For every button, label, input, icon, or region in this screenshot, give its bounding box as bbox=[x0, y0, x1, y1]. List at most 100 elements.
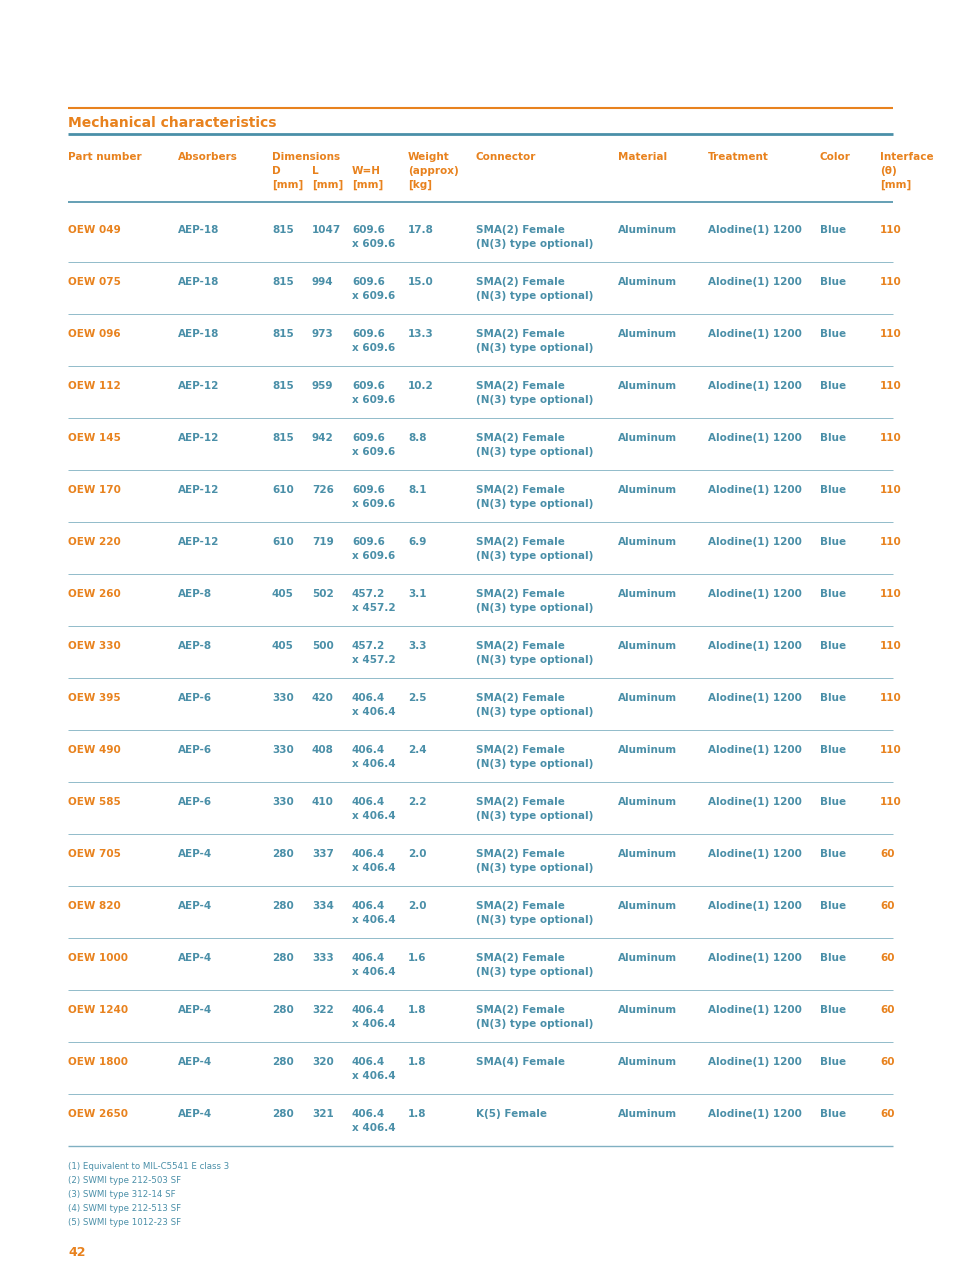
Text: 280: 280 bbox=[272, 952, 294, 962]
Text: SMA(2) Female: SMA(2) Female bbox=[476, 276, 564, 287]
Text: (2) SWMI type 212-503 SF: (2) SWMI type 212-503 SF bbox=[68, 1175, 181, 1186]
Text: 973: 973 bbox=[312, 328, 334, 339]
Text: Aluminum: Aluminum bbox=[618, 484, 677, 495]
Text: 2.2: 2.2 bbox=[408, 796, 426, 806]
Text: x 406.4: x 406.4 bbox=[352, 1123, 395, 1134]
Text: Blue: Blue bbox=[820, 640, 845, 650]
Text: OEW 260: OEW 260 bbox=[68, 588, 121, 598]
Text: 609.6: 609.6 bbox=[352, 432, 384, 443]
Text: Aluminum: Aluminum bbox=[618, 692, 677, 702]
Text: 110: 110 bbox=[879, 796, 901, 806]
Text: AEP-6: AEP-6 bbox=[178, 692, 212, 702]
Text: OEW 049: OEW 049 bbox=[68, 224, 121, 235]
Text: (N(3) type optional): (N(3) type optional) bbox=[476, 967, 593, 978]
Text: 610: 610 bbox=[272, 536, 294, 547]
Text: W=H: W=H bbox=[352, 166, 380, 176]
Text: 1.8: 1.8 bbox=[408, 1108, 426, 1118]
Text: 110: 110 bbox=[879, 380, 901, 391]
Text: SMA(4) Female: SMA(4) Female bbox=[476, 1056, 564, 1066]
Text: 280: 280 bbox=[272, 1056, 294, 1066]
Text: Alodine(1) 1200: Alodine(1) 1200 bbox=[707, 1056, 801, 1066]
Text: SMA(2) Female: SMA(2) Female bbox=[476, 380, 564, 391]
Text: Alodine(1) 1200: Alodine(1) 1200 bbox=[707, 1004, 801, 1014]
Text: 337: 337 bbox=[312, 848, 334, 858]
Text: 42: 42 bbox=[68, 1246, 86, 1259]
Text: 406.4: 406.4 bbox=[352, 900, 385, 910]
Text: AEP-12: AEP-12 bbox=[178, 536, 219, 547]
Text: Blue: Blue bbox=[820, 848, 845, 858]
Text: Alodine(1) 1200: Alodine(1) 1200 bbox=[707, 900, 801, 910]
Text: AEP-8: AEP-8 bbox=[178, 588, 212, 598]
Text: Color: Color bbox=[820, 152, 850, 162]
Text: Blue: Blue bbox=[820, 692, 845, 702]
Text: Alodine(1) 1200: Alodine(1) 1200 bbox=[707, 796, 801, 806]
Text: 10.2: 10.2 bbox=[408, 380, 434, 391]
Text: 6.9: 6.9 bbox=[408, 536, 426, 547]
Text: Connector: Connector bbox=[476, 152, 536, 162]
Text: SMA(2) Female: SMA(2) Female bbox=[476, 328, 564, 339]
Text: Alodine(1) 1200: Alodine(1) 1200 bbox=[707, 380, 801, 391]
Text: (N(3) type optional): (N(3) type optional) bbox=[476, 344, 593, 353]
Text: Blue: Blue bbox=[820, 276, 845, 287]
Text: 406.4: 406.4 bbox=[352, 952, 385, 962]
Text: 330: 330 bbox=[272, 744, 294, 754]
Text: SMA(2) Female: SMA(2) Female bbox=[476, 432, 564, 443]
Text: Alodine(1) 1200: Alodine(1) 1200 bbox=[707, 848, 801, 858]
Text: 330: 330 bbox=[272, 692, 294, 702]
Text: Alodine(1) 1200: Alodine(1) 1200 bbox=[707, 952, 801, 962]
Text: SMA(2) Female: SMA(2) Female bbox=[476, 848, 564, 858]
Text: (N(3) type optional): (N(3) type optional) bbox=[476, 1019, 593, 1030]
Text: OEW 1240: OEW 1240 bbox=[68, 1004, 128, 1014]
Text: AEP-12: AEP-12 bbox=[178, 432, 219, 443]
Text: Blue: Blue bbox=[820, 952, 845, 962]
Text: 110: 110 bbox=[879, 692, 901, 702]
Text: x 609.6: x 609.6 bbox=[352, 344, 395, 353]
Text: (N(3) type optional): (N(3) type optional) bbox=[476, 292, 593, 301]
Text: Aluminum: Aluminum bbox=[618, 276, 677, 287]
Text: 609.6: 609.6 bbox=[352, 328, 384, 339]
Text: 2.5: 2.5 bbox=[408, 692, 426, 702]
Text: Alodine(1) 1200: Alodine(1) 1200 bbox=[707, 328, 801, 339]
Text: [kg]: [kg] bbox=[408, 180, 432, 190]
Text: 280: 280 bbox=[272, 900, 294, 910]
Text: 1.8: 1.8 bbox=[408, 1056, 426, 1066]
Text: AEP-6: AEP-6 bbox=[178, 744, 212, 754]
Text: 110: 110 bbox=[879, 224, 901, 235]
Text: 330: 330 bbox=[272, 796, 294, 806]
Text: 406.4: 406.4 bbox=[352, 692, 385, 702]
Text: x 406.4: x 406.4 bbox=[352, 967, 395, 978]
Text: (N(3) type optional): (N(3) type optional) bbox=[476, 240, 593, 249]
Text: Blue: Blue bbox=[820, 744, 845, 754]
Text: AEP-4: AEP-4 bbox=[178, 1004, 212, 1014]
Text: Alodine(1) 1200: Alodine(1) 1200 bbox=[707, 432, 801, 443]
Text: Aluminum: Aluminum bbox=[618, 588, 677, 598]
Text: Weight: Weight bbox=[408, 152, 449, 162]
Text: AEP-18: AEP-18 bbox=[178, 224, 219, 235]
Text: x 406.4: x 406.4 bbox=[352, 1071, 395, 1082]
Text: 60: 60 bbox=[879, 848, 894, 858]
Text: AEP-4: AEP-4 bbox=[178, 1056, 212, 1066]
Text: Aluminum: Aluminum bbox=[618, 900, 677, 910]
Text: 815: 815 bbox=[272, 276, 294, 287]
Text: Alodine(1) 1200: Alodine(1) 1200 bbox=[707, 484, 801, 495]
Text: 280: 280 bbox=[272, 1108, 294, 1118]
Text: AEP-18: AEP-18 bbox=[178, 328, 219, 339]
Text: OEW 170: OEW 170 bbox=[68, 484, 121, 495]
Text: 334: 334 bbox=[312, 900, 334, 910]
Text: Material: Material bbox=[618, 152, 666, 162]
Text: 609.6: 609.6 bbox=[352, 536, 384, 547]
Text: Part number: Part number bbox=[68, 152, 141, 162]
Text: Alodine(1) 1200: Alodine(1) 1200 bbox=[707, 536, 801, 547]
Text: OEW 2650: OEW 2650 bbox=[68, 1108, 128, 1118]
Text: (N(3) type optional): (N(3) type optional) bbox=[476, 396, 593, 404]
Text: Aluminum: Aluminum bbox=[618, 796, 677, 806]
Text: Blue: Blue bbox=[820, 380, 845, 391]
Text: Aluminum: Aluminum bbox=[618, 848, 677, 858]
Text: 110: 110 bbox=[879, 536, 901, 547]
Text: AEP-4: AEP-4 bbox=[178, 848, 212, 858]
Text: 719: 719 bbox=[312, 536, 334, 547]
Text: 280: 280 bbox=[272, 1004, 294, 1014]
Text: Blue: Blue bbox=[820, 900, 845, 910]
Text: 815: 815 bbox=[272, 432, 294, 443]
Text: Aluminum: Aluminum bbox=[618, 536, 677, 547]
